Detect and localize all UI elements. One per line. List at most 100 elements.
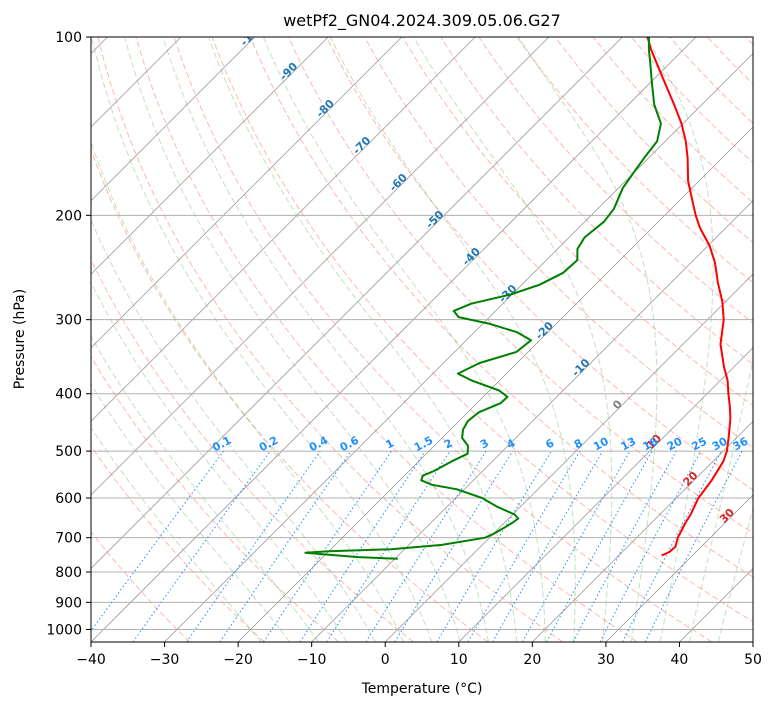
y-tick-label: 800 [55, 565, 82, 581]
isotherm-label: -100 [238, 20, 267, 49]
mixing-ratio-line [644, 450, 743, 642]
dry-adiabat-line [173, 37, 713, 642]
isotherm-line [752, 641, 753, 642]
moist-adiabat-line [262, 37, 546, 642]
x-tick-label: −30 [150, 652, 180, 668]
isobars [91, 37, 753, 630]
moist-adiabat-line [91, 281, 348, 642]
mixing-ratio-line [186, 450, 321, 642]
isotherm-line [311, 200, 753, 642]
x-tick-label: −40 [76, 652, 106, 668]
dry-adiabat-line [91, 355, 340, 642]
dry-adiabat-line [745, 37, 753, 46]
moist-adiabat-line [91, 335, 319, 642]
x-tick-label: 30 [597, 652, 615, 668]
dry-adiabat-line [326, 37, 753, 491]
isotherm-label: -80 [314, 97, 337, 120]
y-tick-label: 900 [55, 595, 82, 611]
moist-adiabat-line [91, 37, 433, 642]
moist-adiabat-line [91, 218, 376, 642]
plot-frame [90, 36, 754, 643]
moist-adiabat-line [517, 37, 658, 642]
moist-adiabat-line [413, 37, 613, 642]
moist-adiabat-line [688, 357, 753, 642]
y-tick-label: 1000 [46, 622, 82, 638]
dry-adiabat-line [402, 37, 753, 407]
y-tick-label: 700 [55, 531, 82, 547]
dry-adiabat-line [249, 37, 753, 578]
isotherm-line [91, 37, 550, 496]
dry-adiabat-line [135, 37, 638, 642]
mixing-ratio-label: 25 [689, 435, 709, 454]
dry-adiabat-line [91, 445, 265, 642]
mixing-ratio-line [219, 450, 352, 642]
mixing-ratio-label: 13 [619, 435, 639, 454]
moist-adiabat-line [91, 140, 405, 642]
isotherm-line [91, 37, 255, 202]
mixing-ratio-line [263, 450, 392, 642]
dry-adiabat-line [440, 37, 753, 365]
y-tick-label: 200 [55, 208, 82, 224]
temperature-line [646, 37, 732, 557]
x-tick-label: 0 [381, 652, 390, 668]
isotherm-label: -90 [277, 60, 300, 83]
mixing-ratio-label: 16 [641, 435, 661, 454]
isotherm-line [532, 420, 753, 642]
dry-adiabat-line [91, 148, 489, 642]
moist-adiabat-line [329, 37, 576, 642]
isotherm-line [237, 126, 753, 642]
moist-adiabat-line [645, 37, 714, 642]
isotherms [91, 37, 753, 642]
mixing-ratio-line [326, 450, 451, 642]
mixing-ratio-line [546, 450, 653, 642]
y-tick-label: 400 [55, 387, 82, 403]
dewpoint-line [304, 37, 662, 560]
isotherm-line [164, 52, 753, 642]
plot-area: -100-90-80-70-60-50-40-30-20-10010203040… [91, 20, 774, 642]
mixing-ratio-label: 4 [505, 436, 518, 451]
isotherm-line [458, 347, 753, 642]
moist-adiabat-line [91, 426, 262, 642]
x-axis: −40 −30 −20 −10 0 10 20 30 40 50 [76, 642, 762, 668]
moist-adiabats [91, 37, 753, 642]
mixing-ratio-label: 6 [543, 436, 556, 451]
dry-adiabat-line [211, 37, 753, 623]
x-tick-label: 20 [523, 652, 541, 668]
mixing-ratio-label: 2 [442, 436, 455, 451]
y-tick-label: 300 [55, 313, 82, 329]
mixing-ratio-label: 36 [731, 435, 751, 454]
mixing-ratio-label: 3 [478, 436, 491, 451]
x-tick-label: −10 [297, 652, 327, 668]
isotherm-label: -60 [387, 171, 410, 194]
x-axis-label: Temperature (°C) [361, 681, 483, 697]
dry-adiabat-line [669, 37, 753, 125]
isotherm-label: -10 [569, 356, 592, 379]
x-tick-label: 10 [450, 652, 468, 668]
dry-adiabat-line [91, 531, 191, 642]
moist-adiabat-line [717, 506, 753, 642]
isotherm-line [91, 37, 623, 570]
mixing-ratio-line [132, 450, 271, 642]
y-tick-label: 100 [55, 30, 82, 46]
moist-adiabat-line [124, 37, 461, 642]
dry-adiabats [91, 37, 753, 642]
isotherm-label: 40 [754, 543, 774, 563]
isotherm-label: -20 [533, 319, 556, 342]
isotherm-label: -50 [423, 208, 446, 231]
isotherm-line [91, 37, 697, 642]
isotherm-line [91, 37, 403, 349]
y-tick-label: 500 [55, 444, 82, 460]
isotherm-line [679, 567, 753, 642]
dry-adiabat-line [516, 37, 753, 284]
mixing-ratio-line [522, 450, 631, 642]
sounding-profiles [304, 37, 732, 560]
mixing-ratio-line [394, 450, 514, 642]
isotherm-line [605, 494, 753, 642]
mixing-ratio-line [299, 450, 426, 642]
isotherm-label: 20 [681, 469, 701, 489]
moist-adiabat-line [91, 383, 291, 642]
y-axis-label: Pressure (hPa) [12, 289, 28, 389]
dry-adiabat-line [478, 37, 753, 324]
mixing-ratio-line [572, 450, 677, 642]
